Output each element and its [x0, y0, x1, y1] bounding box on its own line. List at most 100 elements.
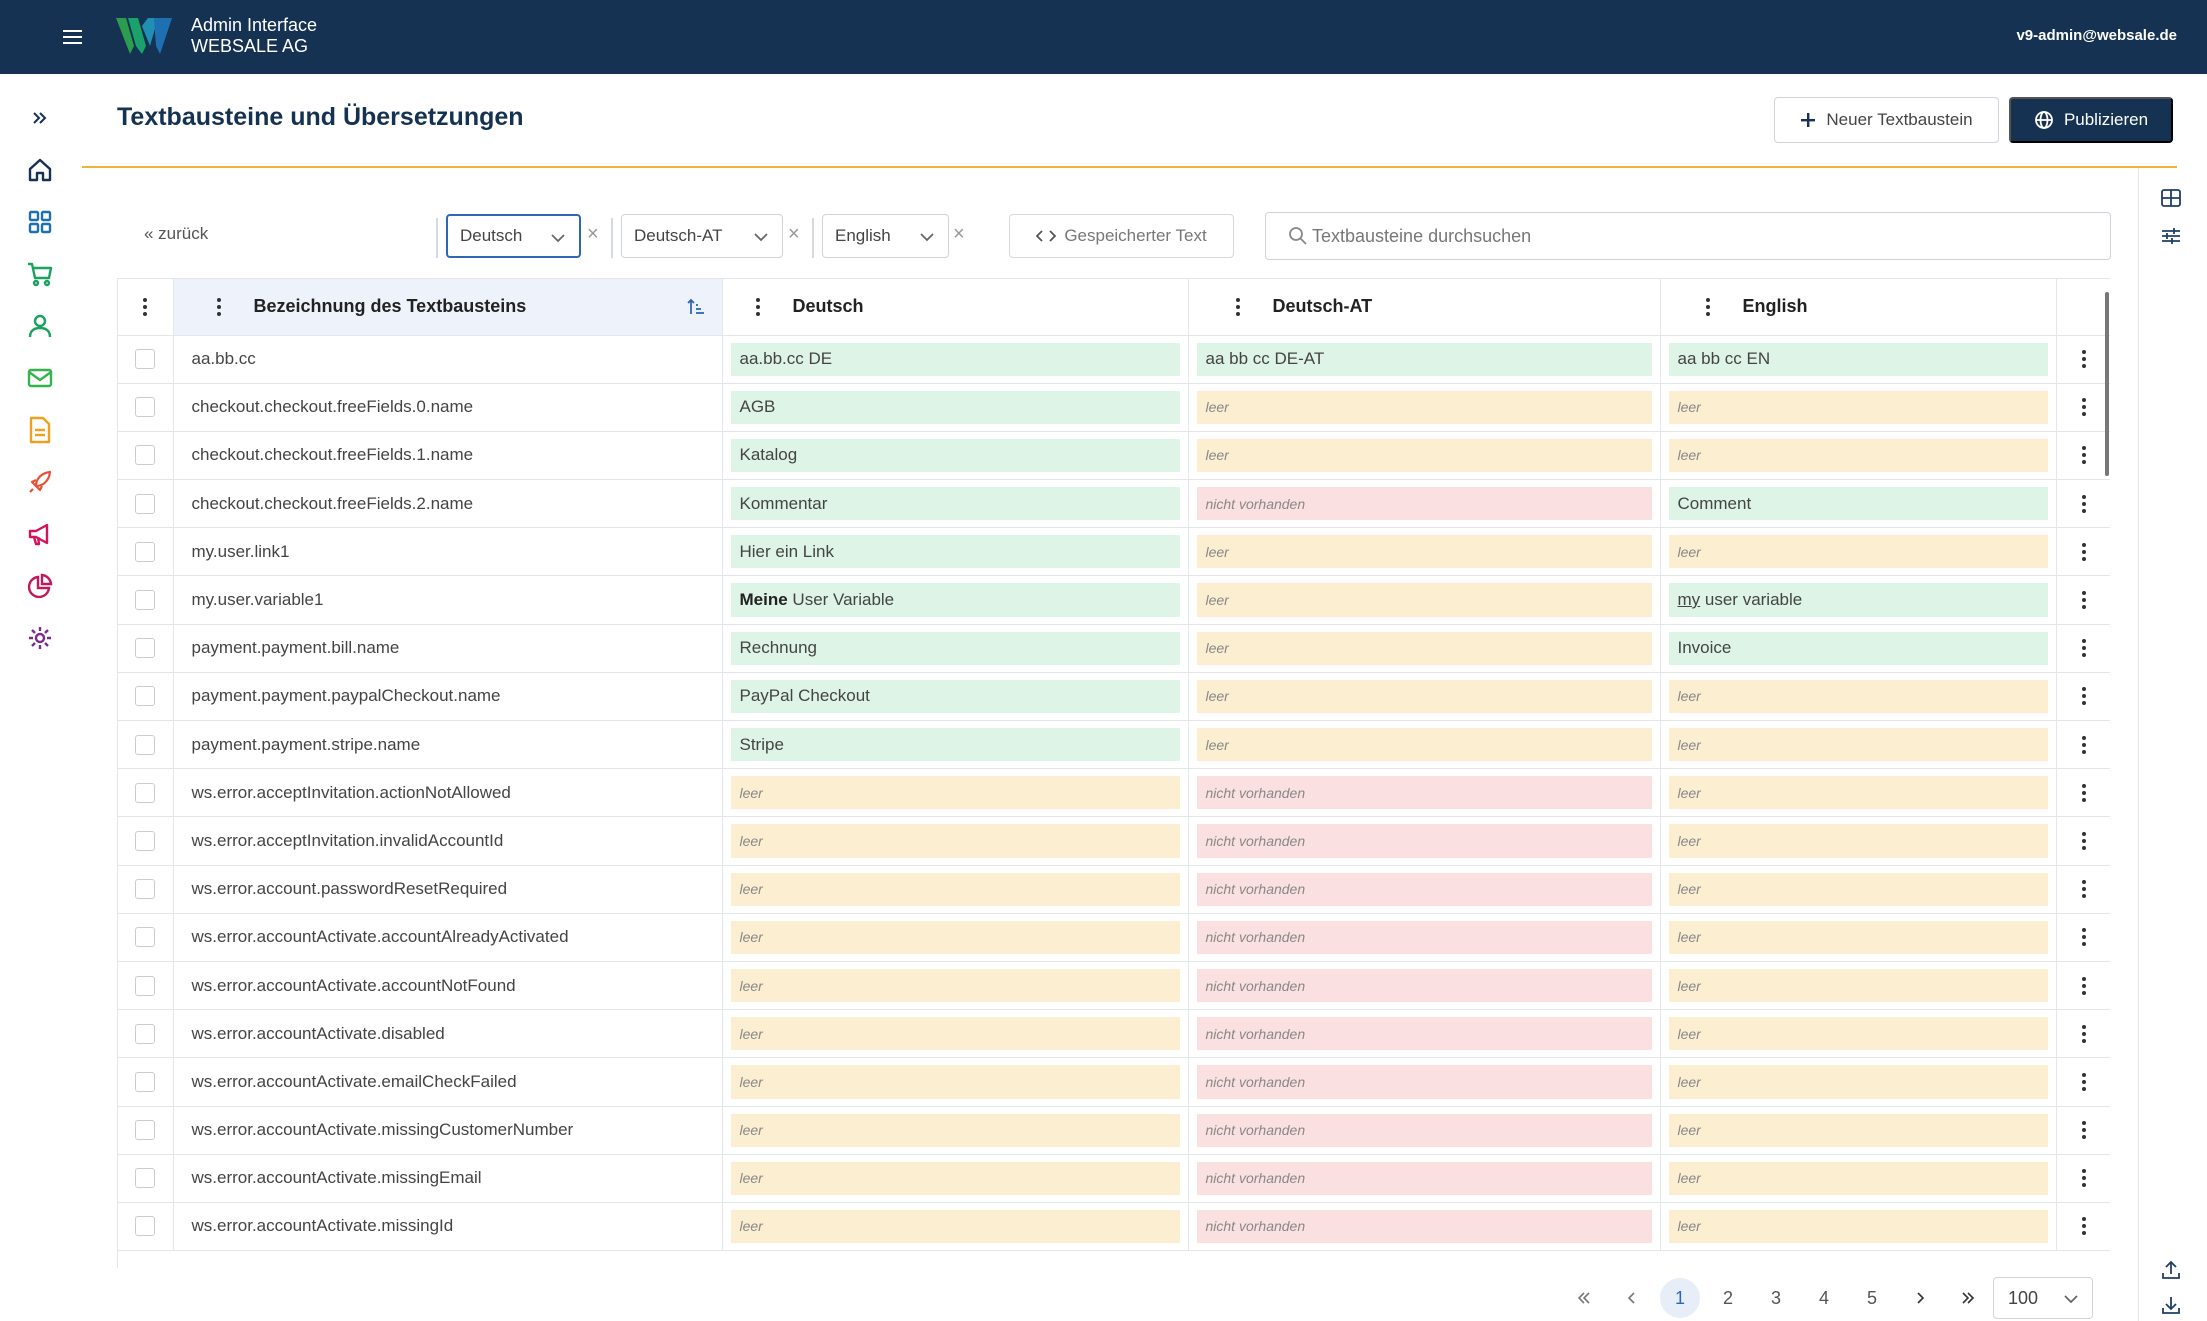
- more-vertical-icon[interactable]: [2077, 1119, 2091, 1141]
- sort-ascending-icon[interactable]: [686, 297, 706, 317]
- column-header-deutsch[interactable]: Deutsch: [722, 279, 1189, 336]
- more-vertical-icon[interactable]: [2077, 637, 2091, 659]
- language-select-deutsch[interactable]: Deutsch: [446, 214, 581, 258]
- translation-cell-deutsch[interactable]: Rechnung: [722, 624, 1189, 673]
- table-row[interactable]: ws.error.accountActivate.accountNotFound…: [118, 961, 2110, 1011]
- table-row[interactable]: ws.error.accountActivate.disabled leer nic…: [118, 1009, 2110, 1059]
- search-input[interactable]: [1312, 225, 2092, 247]
- row-checkbox[interactable]: [135, 782, 156, 803]
- settings-icon[interactable]: [22, 620, 58, 656]
- mail-icon[interactable]: [22, 360, 58, 396]
- more-vertical-icon[interactable]: [2077, 1023, 2091, 1045]
- remove-language-icon[interactable]: ×: [788, 223, 800, 245]
- last-page-button[interactable]: [1944, 1277, 1992, 1319]
- language-select-english[interactable]: English: [822, 214, 949, 258]
- translation-cell-deutsch[interactable]: leer: [722, 1154, 1189, 1203]
- translation-cell-deutsch-at[interactable]: leer: [1188, 383, 1661, 432]
- text-block-key[interactable]: ws.error.accountActivate.emailCheckFaile…: [173, 1057, 723, 1107]
- translation-cell-deutsch-at[interactable]: leer: [1188, 672, 1661, 722]
- page-size-select[interactable]: 100: [1993, 1277, 2093, 1319]
- translation-cell-deutsch[interactable]: leer: [722, 768, 1189, 818]
- rocket-icon[interactable]: [22, 464, 58, 500]
- more-vertical-icon[interactable]: [2077, 1071, 2091, 1093]
- more-vertical-icon[interactable]: [2077, 493, 2091, 515]
- table-row[interactable]: ws.error.accountActivate.missingEmail lee…: [118, 1154, 2110, 1203]
- translation-cell-english[interactable]: leer: [1660, 527, 2057, 577]
- table-row[interactable]: payment.payment.stripe.name Stripe leer lee…: [118, 720, 2110, 770]
- table-row[interactable]: my.user.variable1 Meine User Variable leer…: [118, 575, 2110, 625]
- more-vertical-icon[interactable]: [2077, 926, 2091, 948]
- more-vertical-icon[interactable]: [2077, 878, 2091, 900]
- translation-cell-deutsch[interactable]: Meine User Variable: [722, 575, 1189, 625]
- translation-cell-english[interactable]: leer: [1660, 1202, 2057, 1252]
- translation-cell-deutsch-at[interactable]: nicht vorhanden: [1188, 913, 1661, 962]
- row-checkbox[interactable]: [135, 541, 156, 562]
- row-checkbox[interactable]: [135, 1120, 156, 1141]
- column-header-english[interactable]: English: [1660, 279, 2057, 336]
- translation-cell-deutsch-at[interactable]: leer: [1188, 431, 1661, 481]
- more-vertical-icon[interactable]: [2077, 396, 2091, 418]
- home-icon[interactable]: [22, 152, 58, 188]
- page-button[interactable]: 5: [1866, 1287, 1877, 1308]
- row-checkbox[interactable]: [135, 397, 156, 418]
- table-scrollbar[interactable]: [2105, 292, 2109, 476]
- translation-cell-english[interactable]: leer: [1660, 383, 2057, 432]
- saved-text-button[interactable]: Gespeicherter Text: [1009, 214, 1234, 258]
- text-block-key[interactable]: ws.error.accountActivate.missingCustomer…: [173, 1106, 723, 1155]
- table-row[interactable]: my.user.link1 Hier ein Link leer leer: [118, 527, 2110, 577]
- text-block-key[interactable]: my.user.link1: [173, 527, 723, 577]
- table-row[interactable]: ws.error.accountActivate.emailCheckFaile…: [118, 1057, 2110, 1107]
- more-vertical-icon[interactable]: [138, 296, 152, 318]
- page-button-current[interactable]: 1: [1660, 1278, 1700, 1318]
- translation-cell-deutsch[interactable]: leer: [722, 1106, 1189, 1155]
- more-vertical-icon[interactable]: [212, 296, 226, 318]
- translation-cell-english[interactable]: my user variable: [1660, 575, 2057, 625]
- translation-cell-deutsch-at[interactable]: nicht vorhanden: [1188, 961, 1661, 1011]
- first-page-button[interactable]: [1560, 1277, 1608, 1319]
- table-row[interactable]: checkout.checkout.freeFields.2.name Komme…: [118, 479, 2110, 529]
- translation-cell-deutsch-at[interactable]: leer: [1188, 720, 1661, 770]
- translation-cell-english[interactable]: leer: [1660, 1154, 2057, 1203]
- column-header-deutsch-at[interactable]: Deutsch-AT: [1188, 279, 1661, 336]
- row-checkbox[interactable]: [135, 590, 156, 611]
- back-link[interactable]: « zurück: [144, 224, 209, 243]
- remove-language-icon[interactable]: ×: [587, 223, 599, 245]
- translation-cell-english[interactable]: leer: [1660, 816, 2057, 866]
- row-checkbox[interactable]: [135, 1168, 156, 1189]
- text-block-key[interactable]: checkout.checkout.freeFields.2.name: [173, 479, 723, 529]
- row-checkbox[interactable]: [135, 1071, 156, 1092]
- page-button[interactable]: 3: [1770, 1287, 1781, 1308]
- translation-cell-deutsch-at[interactable]: nicht vorhanden: [1188, 1154, 1661, 1203]
- translation-cell-english[interactable]: leer: [1660, 961, 2057, 1011]
- translation-cell-english[interactable]: leer: [1660, 672, 2057, 722]
- more-vertical-icon[interactable]: [2077, 589, 2091, 611]
- text-block-key[interactable]: payment.payment.bill.name: [173, 624, 723, 673]
- text-block-key[interactable]: ws.error.account.passwordResetRequired: [173, 865, 723, 914]
- table-layout-icon[interactable]: [2159, 186, 2185, 212]
- more-vertical-icon[interactable]: [2077, 1215, 2091, 1237]
- translation-cell-deutsch-at[interactable]: leer: [1188, 575, 1661, 625]
- user-email[interactable]: v9-admin@websale.de: [2016, 27, 2177, 44]
- translation-cell-deutsch[interactable]: leer: [722, 1009, 1189, 1059]
- table-row[interactable]: ws.error.accountActivate.missingCustomer…: [118, 1106, 2110, 1155]
- more-vertical-icon[interactable]: [1231, 296, 1245, 318]
- more-vertical-icon[interactable]: [2077, 830, 2091, 852]
- more-vertical-icon[interactable]: [2077, 348, 2091, 370]
- text-block-key[interactable]: ws.error.accountActivate.accountAlreadyA…: [173, 913, 723, 962]
- filter-sliders-icon[interactable]: [2159, 224, 2185, 250]
- text-block-key[interactable]: ws.error.accountActivate.missingId: [173, 1202, 723, 1252]
- translation-cell-english[interactable]: leer: [1660, 431, 2057, 481]
- table-row[interactable]: aa.bb.cc aa.bb.cc DE aa bb cc DE-AT aa bb c…: [118, 335, 2110, 384]
- translation-cell-deutsch-at[interactable]: leer: [1188, 527, 1661, 577]
- menu-icon[interactable]: [60, 24, 86, 50]
- page-button[interactable]: 2: [1722, 1287, 1733, 1308]
- remove-language-icon[interactable]: ×: [953, 223, 965, 245]
- more-vertical-icon[interactable]: [2077, 975, 2091, 997]
- language-select-deutsch-at[interactable]: Deutsch-AT: [621, 214, 783, 258]
- row-checkbox[interactable]: [135, 445, 156, 466]
- translation-cell-english[interactable]: leer: [1660, 913, 2057, 962]
- table-row[interactable]: payment.payment.bill.name Rechnung leer Inv…: [118, 624, 2110, 673]
- translation-cell-deutsch[interactable]: leer: [722, 1202, 1189, 1252]
- cart-icon[interactable]: [22, 256, 58, 292]
- text-block-key[interactable]: ws.error.acceptInvitation.invalidAccount…: [173, 816, 723, 866]
